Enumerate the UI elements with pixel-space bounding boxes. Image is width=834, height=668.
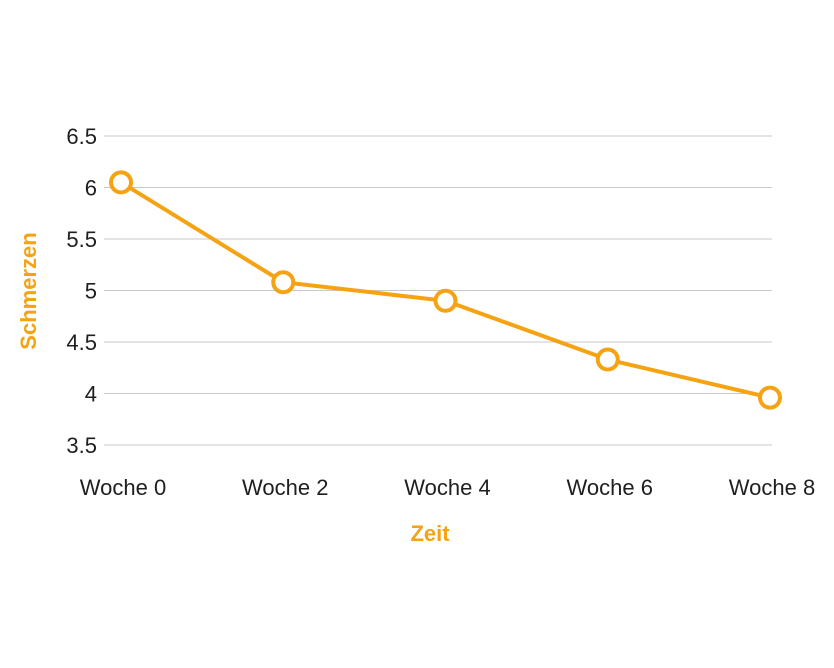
y-axis-ticks: 3.5 4 4.5 5 5.5 6 6.5 <box>66 124 97 458</box>
y-tick-label: 5 <box>85 279 97 304</box>
y-tick-label: 5.5 <box>66 227 97 252</box>
x-tick-label: Woche 2 <box>242 475 328 500</box>
x-tick-label: Woche 8 <box>729 475 815 500</box>
y-tick-label: 3.5 <box>66 433 97 458</box>
y-axis-title: Schmerzen <box>16 232 41 349</box>
y-tick-label: 6 <box>85 176 97 201</box>
data-point <box>595 347 620 372</box>
gridlines <box>104 135 772 446</box>
y-tick-label: 4 <box>85 382 97 407</box>
x-axis-ticks: Woche 0 Woche 2 Woche 4 Woche 6 Woche 8 <box>80 475 815 500</box>
data-point <box>271 270 296 295</box>
y-tick-label: 4.5 <box>66 330 97 355</box>
x-tick-label: Woche 4 <box>404 475 490 500</box>
x-tick-label: Woche 0 <box>80 475 166 500</box>
x-axis-title: Zeit <box>410 521 450 546</box>
y-tick-label: 6.5 <box>66 124 97 149</box>
data-point <box>758 385 782 410</box>
data-point <box>433 288 458 313</box>
series-pain <box>109 170 782 410</box>
data-point <box>109 170 133 195</box>
x-tick-label: Woche 6 <box>567 475 653 500</box>
